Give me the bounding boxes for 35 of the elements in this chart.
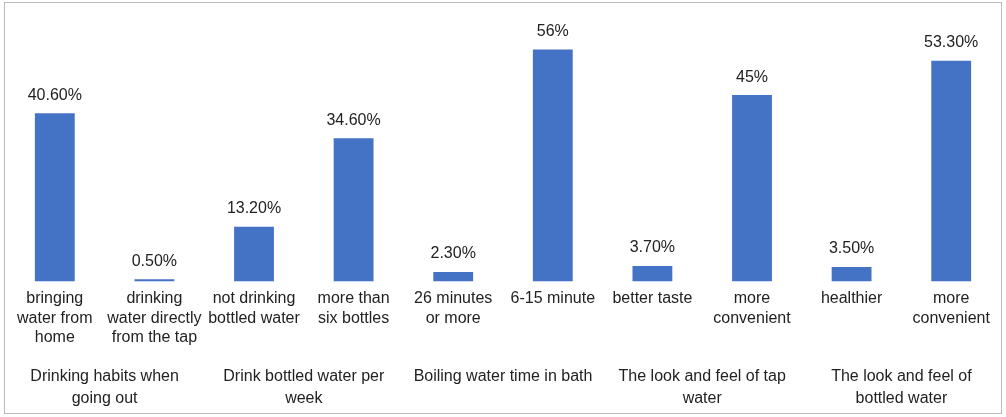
bar [234, 226, 274, 282]
data-label: 3.70% [629, 238, 676, 256]
text: Boiling water time in bath [413, 367, 593, 385]
data-label: 40.60% [27, 85, 82, 103]
bar [333, 138, 374, 282]
x-tick-label: better taste [612, 289, 693, 307]
x-tick-label: more than six bottles [317, 289, 390, 326]
text: The look and feel of bottled water [831, 367, 973, 407]
x-tick-label: drinking water directly from the tap [106, 289, 202, 345]
x-tick-label: healthier [820, 289, 883, 307]
data-label: 34.60% [326, 110, 381, 128]
bar [34, 113, 75, 282]
bar [632, 266, 673, 282]
text: Drinking habits when going out [30, 367, 179, 407]
bar [831, 266, 872, 282]
x-tick-label: bringing water from home [16, 289, 93, 345]
x-tick-label: more convenient [912, 289, 991, 326]
text: The look and feel of tap water [618, 367, 786, 407]
data-label: 0.50% [131, 251, 178, 269]
bar [433, 271, 474, 282]
x-tick-label: more convenient [713, 289, 792, 326]
x-tick-label: 6-15 minute [510, 289, 596, 307]
bar [134, 279, 175, 282]
x-tick-label: not drinking bottled water [208, 289, 301, 326]
bar [532, 49, 573, 282]
data-label: 3.50% [828, 239, 875, 257]
data-label: 56% [536, 21, 569, 39]
data-label: 53.30% [924, 33, 979, 51]
data-label: 13.20% [226, 199, 282, 217]
bar [931, 60, 972, 282]
data-label: 45% [735, 67, 769, 85]
x-tick-label: 26 minutes or more [414, 289, 493, 326]
bar [732, 95, 772, 282]
data-label: 2.30% [430, 244, 476, 262]
text: Drink bottled water per week [223, 367, 385, 407]
